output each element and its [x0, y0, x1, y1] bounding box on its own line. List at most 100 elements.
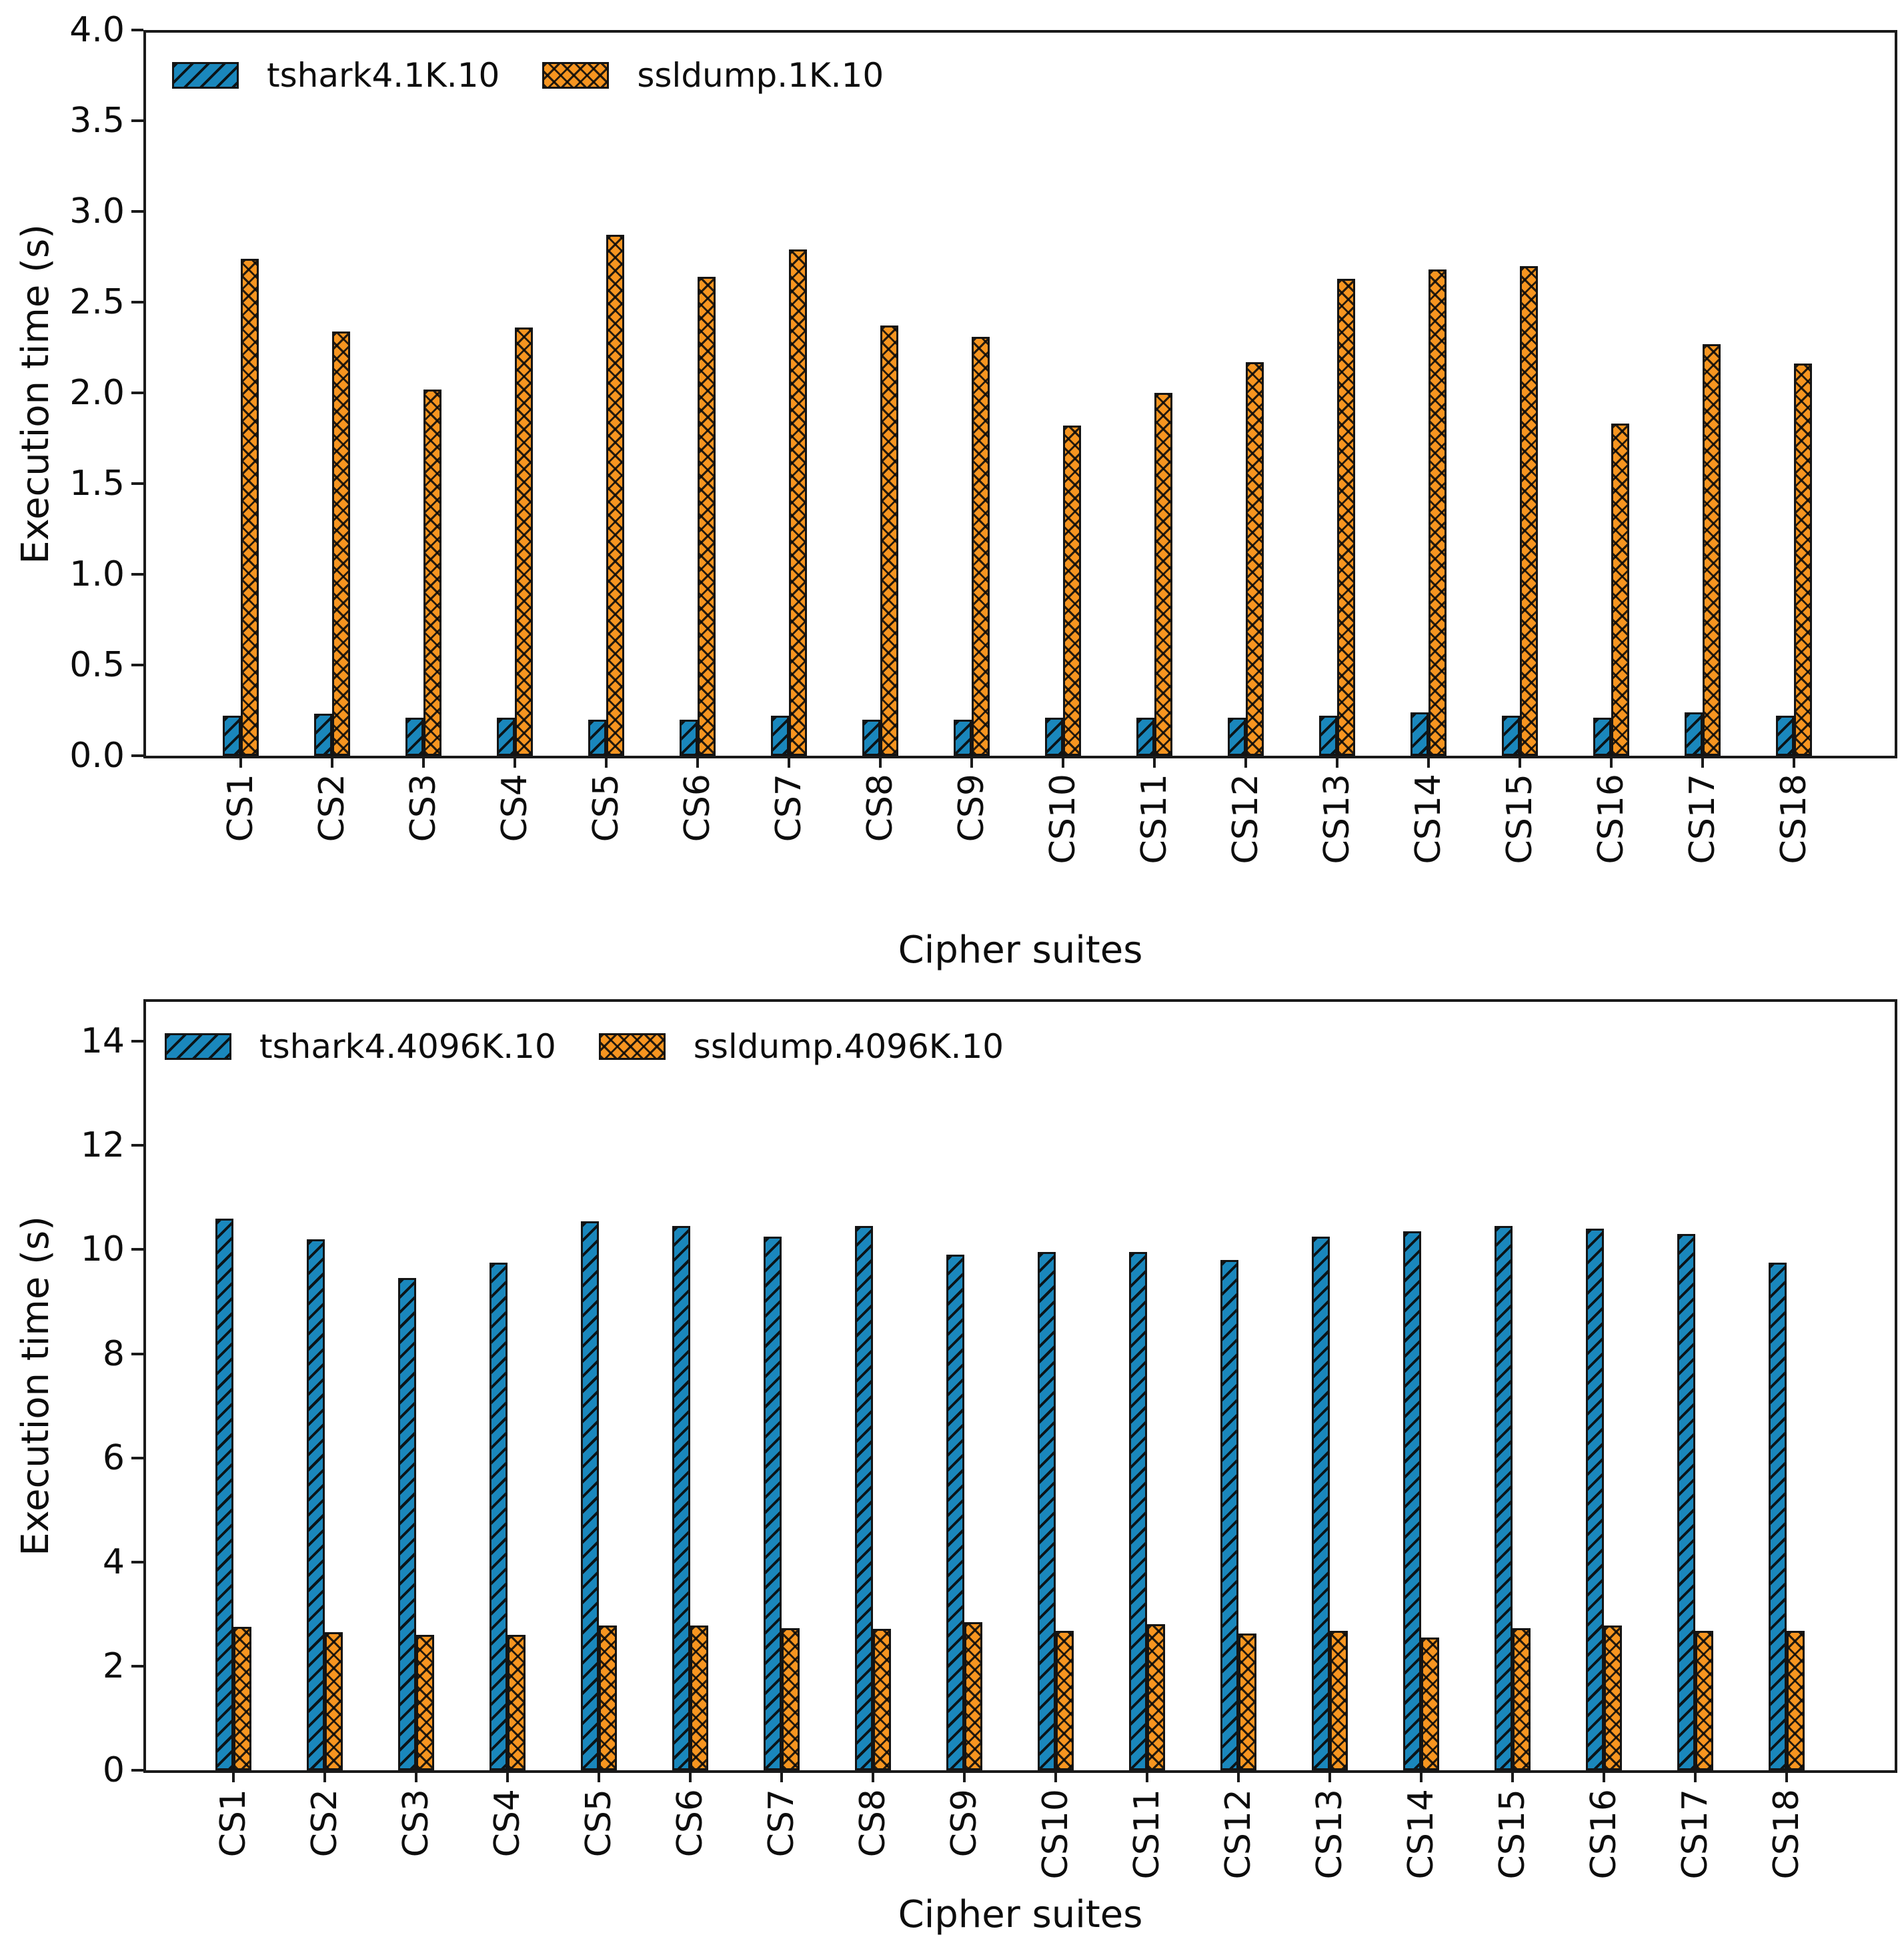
x-tick-label: CS7 [769, 774, 809, 842]
x-tick-label: CS16 [1584, 1789, 1624, 1880]
bar-ssldump.4096K.10-CS3 [416, 1635, 434, 1770]
y-tick-mark [131, 119, 143, 122]
x-tick-label: CS16 [1591, 774, 1631, 864]
bar-ssldump.1K.10-CS2 [332, 331, 350, 756]
bar-tshark4.4096K.10-CS11 [1129, 1252, 1147, 1770]
bar-ssldump.4096K.10-CS9 [964, 1622, 982, 1770]
x-tick-label: CS5 [579, 1789, 619, 1858]
bar-ssldump.4096K.10-CS17 [1695, 1630, 1713, 1770]
x-tick-label: CS14 [1401, 1789, 1441, 1880]
x-tick-label: CS11 [1127, 1789, 1167, 1880]
y-tick-label: 0 [102, 1750, 125, 1790]
bar-ssldump.1K.10-CS4 [515, 328, 533, 756]
bar-ssldump.1K.10-CS10 [1063, 425, 1081, 756]
bar-tshark4.1K.10-CS3 [405, 717, 423, 756]
bar-ssldump.4096K.10-CS18 [1787, 1630, 1805, 1770]
x-tick-mark [1328, 1770, 1331, 1782]
bar-tshark4.4096K.10-CS17 [1677, 1234, 1695, 1770]
bar-tshark4.4096K.10-CS12 [1220, 1260, 1238, 1770]
legend-label-ssldump-4096k: ssldump.4096K.10 [693, 1027, 1004, 1066]
y-tick-label: 2.5 [69, 282, 125, 322]
y-tick-label: 4.0 [69, 10, 125, 50]
x-tick-label: CS1 [221, 774, 261, 842]
bar-tshark4.1K.10-CS12 [1228, 717, 1246, 756]
x-tick-mark [1427, 756, 1430, 768]
bar-ssldump.4096K.10-CS5 [599, 1626, 617, 1770]
x-tick-label: CS15 [1500, 774, 1540, 864]
bar-tshark4.4096K.10-CS6 [672, 1226, 690, 1770]
bar-tshark4.4096K.10-CS3 [398, 1278, 416, 1770]
x-tick-mark [872, 1770, 874, 1782]
x-tick-label: CS18 [1774, 774, 1814, 864]
y-tick-label: 2 [102, 1646, 125, 1686]
bar-tshark4.1K.10-CS14 [1410, 712, 1429, 756]
bar-ssldump.4096K.10-CS7 [782, 1628, 800, 1770]
x-tick-mark [970, 756, 973, 768]
x-tick-mark [232, 1770, 235, 1782]
x-tick-mark [689, 1770, 692, 1782]
y-tick-label: 0.0 [69, 736, 125, 776]
y-tick-mark [131, 29, 143, 31]
x-tick-label: CS7 [762, 1789, 802, 1858]
x-tick-mark [1694, 1770, 1697, 1782]
y-tick-label: 10 [80, 1229, 125, 1270]
y-tick-label: 4 [102, 1541, 125, 1582]
bar-tshark4.1K.10-CS1 [223, 716, 241, 756]
y-tick-mark [131, 392, 143, 394]
bar-tshark4.4096K.10-CS14 [1403, 1231, 1421, 1770]
x-tick-mark [1610, 756, 1613, 768]
x-tick-label: CS11 [1134, 774, 1174, 864]
x-tick-mark [514, 756, 516, 768]
bar-tshark4.4096K.10-CS10 [1038, 1252, 1056, 1770]
x-tick-label: CS6 [670, 1789, 710, 1858]
bar-ssldump.1K.10-CS8 [880, 326, 898, 756]
y-tick-mark [131, 573, 143, 576]
bar-tshark4.4096K.10-CS2 [307, 1239, 325, 1770]
bar-ssldump.1K.10-CS15 [1520, 265, 1538, 756]
bar-tshark4.4096K.10-CS5 [581, 1221, 599, 1770]
x-tick-label: CS13 [1310, 1789, 1350, 1880]
bar-tshark4.4096K.10-CS16 [1586, 1229, 1604, 1770]
y-tick-mark [131, 210, 143, 213]
bar-tshark4.4096K.10-CS8 [855, 1226, 873, 1770]
x-tick-label: CS13 [1317, 774, 1357, 864]
x-tick-mark [1054, 1770, 1057, 1782]
y-tick-label: 12 [80, 1125, 125, 1166]
x-tick-mark [879, 756, 882, 768]
bar-tshark4.1K.10-CS4 [497, 717, 515, 756]
y-tick-label: 2.0 [69, 373, 125, 413]
x-tick-label: CS8 [860, 774, 900, 842]
y-tick-label: 1.5 [69, 464, 125, 504]
x-tick-mark [323, 1770, 326, 1782]
legend-swatch-ssldump-4096k [598, 1033, 666, 1060]
bar-ssldump.4096K.10-CS11 [1147, 1624, 1165, 1770]
bar-ssldump.1K.10-CS16 [1611, 424, 1629, 756]
plot-area-1k [143, 30, 1897, 758]
legend-1k: tshark4.1K.10 ssldump.1K.10 [172, 56, 884, 95]
bar-tshark4.1K.10-CS8 [862, 719, 880, 756]
bar-ssldump.1K.10-CS12 [1246, 362, 1264, 756]
x-tick-label: CS5 [586, 774, 626, 842]
x-tick-mark [963, 1770, 966, 1782]
x-tick-label: CS2 [312, 774, 352, 842]
x-tick-mark [422, 756, 425, 768]
bar-tshark4.4096K.10-CS1 [215, 1218, 233, 1770]
bar-ssldump.1K.10-CS13 [1337, 278, 1355, 756]
x-tick-label: CS10 [1043, 774, 1083, 864]
x-tick-mark [1237, 1770, 1240, 1782]
x-tick-label: CS10 [1036, 1789, 1076, 1880]
legend-swatch-ssldump-1k [542, 62, 610, 89]
x-tick-mark [1146, 1770, 1148, 1782]
bar-tshark4.4096K.10-CS9 [946, 1255, 964, 1770]
bar-tshark4.1K.10-CS11 [1136, 717, 1154, 756]
y-tick-label: 14 [80, 1021, 125, 1062]
bar-tshark4.4096K.10-CS15 [1495, 1226, 1513, 1770]
y-tick-label: 6 [102, 1437, 125, 1478]
bar-ssldump.4096K.10-CS10 [1056, 1630, 1074, 1770]
x-tick-label: CS17 [1675, 1789, 1715, 1880]
bar-tshark4.1K.10-CS5 [588, 719, 606, 756]
x-tick-label: CS2 [305, 1789, 345, 1858]
x-tick-mark [1793, 756, 1795, 768]
x-tick-label: CS6 [678, 774, 718, 842]
